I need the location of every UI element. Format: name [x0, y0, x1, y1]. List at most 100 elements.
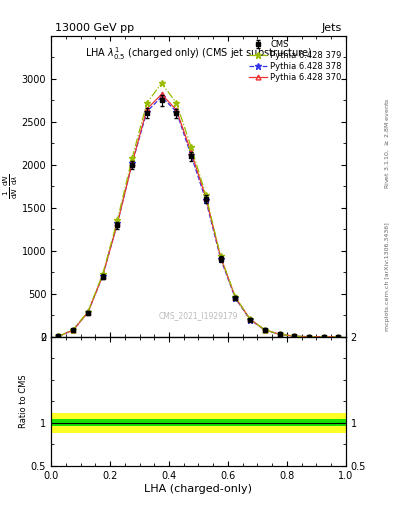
Pythia 6.428 379: [71, 327, 75, 333]
Bar: [302, 413, 316, 433]
Pythia 6.428 378: [145, 109, 149, 115]
Pythia 6.428 378: [263, 327, 267, 333]
Pythia 6.428 378: [292, 333, 297, 339]
Pythia 6.428 370: [277, 331, 282, 337]
Bar: [154, 413, 169, 433]
Pythia 6.428 370: [307, 334, 311, 340]
Y-axis label: $\frac{1}{\mathrm{d}N}\,\frac{\mathrm{d}N}{\mathrm{d}\lambda}$: $\frac{1}{\mathrm{d}N}\,\frac{\mathrm{d}…: [2, 174, 20, 199]
Pythia 6.428 370: [115, 220, 120, 226]
Pythia 6.428 370: [321, 334, 326, 340]
Pythia 6.428 379: [204, 192, 208, 198]
Pythia 6.428 370: [130, 160, 134, 166]
Pythia 6.428 379: [86, 308, 90, 314]
Bar: [272, 419, 287, 426]
Pythia 6.428 379: [307, 334, 311, 340]
Pythia 6.428 370: [86, 309, 90, 315]
Pythia 6.428 379: [115, 217, 120, 223]
Bar: [198, 419, 213, 426]
Bar: [169, 413, 184, 433]
Bar: [66, 413, 81, 433]
Pythia 6.428 378: [336, 334, 341, 340]
Pythia 6.428 378: [71, 327, 75, 333]
X-axis label: LHA (charged-only): LHA (charged-only): [145, 483, 252, 494]
Bar: [66, 419, 81, 426]
Pythia 6.428 370: [100, 273, 105, 279]
Pythia 6.428 370: [218, 254, 223, 260]
Bar: [198, 413, 213, 433]
Bar: [81, 413, 95, 433]
Bar: [213, 413, 228, 433]
Bar: [243, 419, 257, 426]
Bar: [110, 419, 125, 426]
Y-axis label: Ratio to CMS: Ratio to CMS: [19, 375, 28, 428]
Pythia 6.428 379: [145, 100, 149, 106]
Pythia 6.428 378: [115, 220, 120, 226]
Text: LHA $\lambda^{1}_{0.5}$ (charged only) (CMS jet substructure): LHA $\lambda^{1}_{0.5}$ (charged only) (…: [84, 45, 312, 61]
Bar: [243, 413, 257, 433]
Pythia 6.428 378: [307, 334, 311, 340]
Bar: [184, 419, 198, 426]
Bar: [95, 413, 110, 433]
Bar: [257, 419, 272, 426]
Text: Rivet 3.1.10, $\geq$ 2.8M events: Rivet 3.1.10, $\geq$ 2.8M events: [383, 98, 391, 189]
Bar: [110, 413, 125, 433]
Bar: [51, 419, 66, 426]
Bar: [125, 419, 140, 426]
Text: 13000 GeV pp: 13000 GeV pp: [55, 23, 134, 33]
Pythia 6.428 370: [71, 327, 75, 333]
Bar: [228, 413, 243, 433]
Bar: [213, 419, 228, 426]
Pythia 6.428 370: [145, 106, 149, 112]
Pythia 6.428 378: [56, 333, 61, 339]
Bar: [154, 419, 169, 426]
Pythia 6.428 370: [292, 333, 297, 339]
Pythia 6.428 378: [100, 273, 105, 279]
Pythia 6.428 370: [174, 106, 179, 113]
Line: Pythia 6.428 370: Pythia 6.428 370: [56, 92, 341, 339]
Bar: [228, 419, 243, 426]
Line: Pythia 6.428 378: Pythia 6.428 378: [55, 94, 342, 340]
Legend: CMS, Pythia 6.428 379, Pythia 6.428 378, Pythia 6.428 370: CMS, Pythia 6.428 379, Pythia 6.428 378,…: [247, 38, 343, 84]
Bar: [257, 413, 272, 433]
Pythia 6.428 378: [159, 94, 164, 100]
Line: Pythia 6.428 379: Pythia 6.428 379: [55, 80, 342, 340]
Pythia 6.428 379: [248, 316, 252, 322]
Bar: [184, 413, 198, 433]
Pythia 6.428 378: [189, 153, 193, 159]
Pythia 6.428 379: [56, 333, 61, 339]
Pythia 6.428 379: [292, 333, 297, 339]
Pythia 6.428 379: [159, 80, 164, 86]
Text: Jets: Jets: [321, 23, 342, 33]
Pythia 6.428 370: [233, 294, 238, 301]
Pythia 6.428 370: [263, 327, 267, 333]
Pythia 6.428 370: [189, 149, 193, 155]
Pythia 6.428 379: [174, 100, 179, 106]
Pythia 6.428 379: [130, 155, 134, 161]
Pythia 6.428 370: [248, 316, 252, 323]
Pythia 6.428 379: [218, 253, 223, 259]
Pythia 6.428 378: [218, 255, 223, 262]
Bar: [51, 413, 66, 433]
Pythia 6.428 378: [277, 331, 282, 337]
Bar: [169, 419, 184, 426]
Pythia 6.428 379: [233, 294, 238, 300]
Bar: [316, 419, 331, 426]
Pythia 6.428 378: [130, 160, 134, 166]
Pythia 6.428 379: [336, 334, 341, 340]
Pythia 6.428 378: [248, 316, 252, 323]
Pythia 6.428 379: [100, 271, 105, 277]
Bar: [316, 413, 331, 433]
Pythia 6.428 370: [56, 333, 61, 339]
Bar: [140, 413, 154, 433]
Bar: [287, 413, 302, 433]
Bar: [125, 413, 140, 433]
Pythia 6.428 370: [204, 195, 208, 201]
Pythia 6.428 378: [233, 295, 238, 301]
Pythia 6.428 378: [321, 334, 326, 340]
Text: CMS_2021_I1929179: CMS_2021_I1929179: [159, 311, 238, 321]
Pythia 6.428 378: [86, 309, 90, 315]
Bar: [287, 419, 302, 426]
Text: mcplots.cern.ch [arXiv:1306.3436]: mcplots.cern.ch [arXiv:1306.3436]: [385, 222, 389, 331]
Bar: [81, 419, 95, 426]
Pythia 6.428 370: [159, 91, 164, 97]
